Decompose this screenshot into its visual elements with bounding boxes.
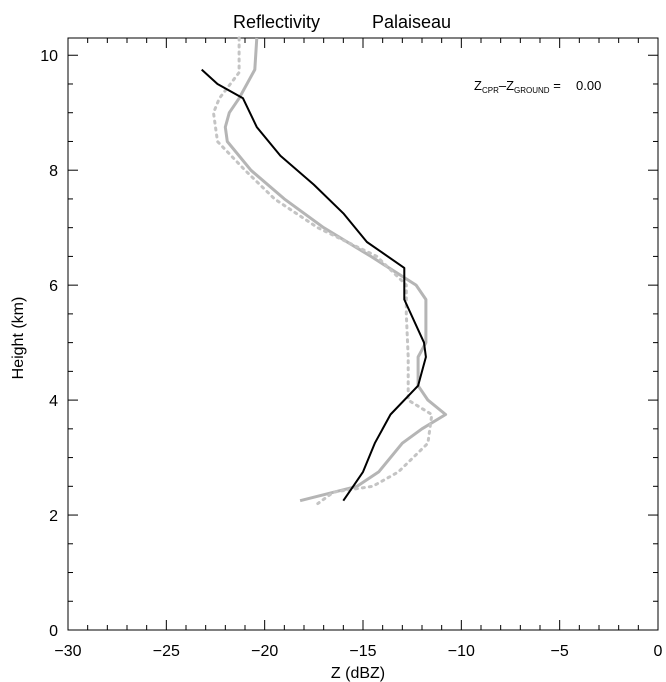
- y-tick-label: 4: [49, 393, 58, 410]
- y-tick-label: 2: [49, 508, 58, 525]
- x-tick-label: −30: [54, 643, 81, 660]
- x-tick-label: −15: [349, 643, 376, 660]
- annot-value: 0.00: [576, 78, 601, 93]
- annot-minus: –Z: [499, 78, 514, 93]
- series-line-dotted-gray: [212, 36, 434, 506]
- x-tick-label: 0: [654, 643, 663, 660]
- y-axis-title: Height (km): [10, 297, 27, 380]
- annot-sub1: CPR: [482, 86, 499, 95]
- y-tick-label: 10: [40, 48, 58, 65]
- series-line-solid-black: [201, 68, 427, 502]
- annot-z1: Z: [474, 78, 482, 93]
- y-tick-label: 8: [49, 163, 58, 180]
- series-layer: [201, 36, 448, 506]
- x-tick-label: −25: [153, 643, 180, 660]
- chart-title-left: Reflectivity: [233, 12, 320, 32]
- x-tick-label: −5: [551, 643, 569, 660]
- series-line-solid-gray: [223, 37, 448, 503]
- y-tick-label: 0: [49, 623, 58, 640]
- axes-frame: −30 −25 −20 −15 −10 −5 0 0 2 4 6 8 10: [40, 37, 663, 660]
- z-annotation: ZCPR–ZGROUND = 0.00: [474, 78, 601, 95]
- annot-equals: =: [550, 78, 568, 93]
- y-tick-label: 6: [49, 278, 58, 295]
- plot-frame: [67, 37, 659, 631]
- x-tick-label: −20: [251, 643, 278, 660]
- annot-sub2: GROUND: [514, 86, 550, 95]
- x-tick-label: −10: [448, 643, 475, 660]
- chart-title-right: Palaiseau: [372, 12, 451, 32]
- x-axis-title: Z (dBZ): [331, 665, 385, 682]
